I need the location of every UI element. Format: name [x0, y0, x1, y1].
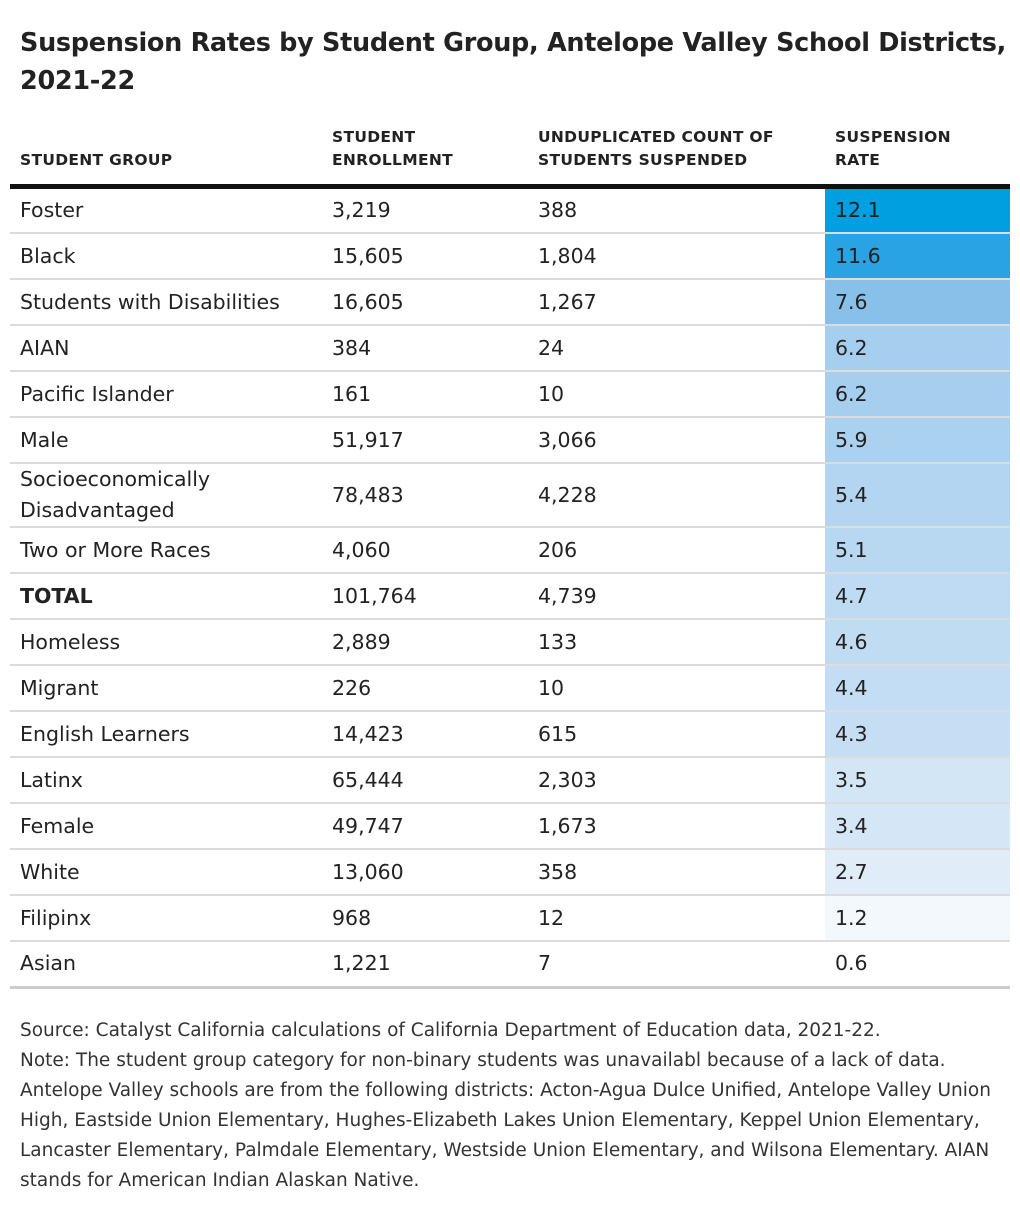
table-row: Pacific Islander 161 10 6.2: [10, 371, 1010, 418]
cell-enrollment: 1,221: [322, 941, 528, 989]
cell-suspension-rate: 4.7: [825, 573, 1010, 620]
table-row: Students with Disabilities 16,605 1,267 7.6: [10, 279, 1010, 326]
cell-suspension-rate: 0.6: [825, 941, 1010, 989]
cell-student-group: AIAN: [10, 325, 322, 372]
cell-suspended-count: 12: [528, 895, 825, 942]
table-row: Filipinx 968 12 1.2: [10, 895, 1010, 942]
cell-enrollment: 2,889: [322, 619, 528, 666]
cell-student-group: Filipinx: [10, 895, 322, 942]
cell-enrollment: 161: [322, 371, 528, 418]
cell-student-group: Migrant: [10, 665, 322, 712]
cell-suspension-rate: 6.2: [825, 371, 1010, 418]
cell-suspension-rate: 3.4: [825, 803, 1010, 850]
table-row: White 13,060 358 2.7: [10, 849, 1010, 896]
table-body: Foster 3,219 388 12.1 Black 15,605 1,804 11.6 St…: [10, 186, 1010, 989]
table-row: Migrant 226 10 4.4: [10, 665, 1010, 712]
cell-student-group: TOTAL: [10, 573, 322, 620]
cell-suspension-rate: 5.1: [825, 527, 1010, 574]
chart-title: Suspension Rates by Student Group, Antel…: [20, 28, 1007, 96]
cell-suspended-count: 10: [528, 665, 825, 712]
cell-suspended-count: 133: [528, 619, 825, 666]
cell-enrollment: 101,764: [322, 573, 528, 620]
cell-suspension-rate: 7.6: [825, 279, 1010, 326]
cell-enrollment: 49,747: [322, 803, 528, 850]
cell-enrollment: 3,219: [322, 186, 528, 234]
cell-student-group: Pacific Islander: [10, 371, 322, 418]
cell-enrollment: 16,605: [322, 279, 528, 326]
cell-student-group: Homeless: [10, 619, 322, 666]
cell-enrollment: 51,917: [322, 417, 528, 464]
cell-suspended-count: 388: [528, 186, 825, 234]
cell-student-group: Two or More Races: [10, 527, 322, 574]
cell-suspended-count: 615: [528, 711, 825, 758]
cell-suspension-rate: 11.6: [825, 233, 1010, 280]
table-row: AIAN 384 24 6.2: [10, 325, 1010, 372]
cell-suspended-count: 4,739: [528, 573, 825, 620]
footnotes: Source: Catalyst California calculations…: [20, 1016, 1000, 1196]
cell-student-group: Male: [10, 417, 322, 464]
cell-enrollment: 968: [322, 895, 528, 942]
table-row: TOTAL 101,764 4,739 4.7: [10, 573, 1010, 620]
cell-enrollment: 14,423: [322, 711, 528, 758]
cell-suspended-count: 10: [528, 371, 825, 418]
cell-student-group: English Learners: [10, 711, 322, 758]
cell-enrollment: 4,060: [322, 527, 528, 574]
cell-student-group: Students with Disabilities: [10, 279, 322, 326]
table-row: Latinx 65,444 2,303 3.5: [10, 757, 1010, 804]
cell-enrollment: 78,483: [322, 463, 528, 528]
cell-suspension-rate: 5.9: [825, 417, 1010, 464]
cell-suspension-rate: 4.6: [825, 619, 1010, 666]
cell-student-group: Latinx: [10, 757, 322, 804]
cell-suspension-rate: 1.2: [825, 895, 1010, 942]
cell-suspended-count: 206: [528, 527, 825, 574]
cell-student-group: Female: [10, 803, 322, 850]
methodology-note: Note: The student group category for non…: [20, 1050, 991, 1191]
cell-student-group: Socioeconomically Disadvantaged: [10, 463, 322, 528]
cell-student-group: Black: [10, 233, 322, 280]
header-row: STUDENT GROUP STUDENT ENROLLMENT UNDUPLI…: [10, 122, 1010, 189]
cell-enrollment: 65,444: [322, 757, 528, 804]
col-header-suspended-count: UNDUPLICATED COUNT OF STUDENTS SUSPENDED: [528, 122, 825, 189]
cell-suspension-rate: 2.7: [825, 849, 1010, 896]
cell-enrollment: 13,060: [322, 849, 528, 896]
table-row: English Learners 14,423 615 4.3: [10, 711, 1010, 758]
table-row: Asian 1,221 7 0.6: [10, 941, 1010, 989]
table-row: Black 15,605 1,804 11.6: [10, 233, 1010, 280]
table-row: Homeless 2,889 133 4.6: [10, 619, 1010, 666]
cell-enrollment: 226: [322, 665, 528, 712]
cell-suspended-count: 24: [528, 325, 825, 372]
cell-suspension-rate: 3.5: [825, 757, 1010, 804]
col-header-enrollment: STUDENT ENROLLMENT: [322, 122, 528, 189]
table-row: Male 51,917 3,066 5.9: [10, 417, 1010, 464]
table-row: Socioeconomically Disadvantaged 78,483 4,2…: [10, 463, 1010, 528]
table-row: Two or More Races 4,060 206 5.1: [10, 527, 1010, 574]
cell-suspension-rate: 4.4: [825, 665, 1010, 712]
cell-suspended-count: 358: [528, 849, 825, 896]
suspension-table: STUDENT GROUP STUDENT ENROLLMENT UNDUPLI…: [10, 122, 1010, 989]
cell-student-group: Asian: [10, 941, 322, 989]
cell-suspension-rate: 5.4: [825, 463, 1010, 528]
cell-suspended-count: 2,303: [528, 757, 825, 804]
cell-suspended-count: 1,673: [528, 803, 825, 850]
table-row: Foster 3,219 388 12.1: [10, 186, 1010, 234]
cell-enrollment: 384: [322, 325, 528, 372]
col-header-student-group: STUDENT GROUP: [10, 122, 322, 189]
source-note: Source: Catalyst California calculations…: [20, 1020, 881, 1041]
cell-suspension-rate: 12.1: [825, 186, 1010, 234]
cell-suspension-rate: 4.3: [825, 711, 1010, 758]
cell-student-group: Foster: [10, 186, 322, 234]
cell-suspended-count: 1,267: [528, 279, 825, 326]
cell-suspended-count: 1,804: [528, 233, 825, 280]
cell-enrollment: 15,605: [322, 233, 528, 280]
table-row: Female 49,747 1,673 3.4: [10, 803, 1010, 850]
cell-student-group: White: [10, 849, 322, 896]
cell-suspended-count: 3,066: [528, 417, 825, 464]
table-header: STUDENT GROUP STUDENT ENROLLMENT UNDUPLI…: [10, 122, 1010, 189]
col-header-suspension-rate: SUSPENSION RATE: [825, 122, 1010, 189]
cell-suspension-rate: 6.2: [825, 325, 1010, 372]
cell-suspended-count: 7: [528, 941, 825, 989]
cell-suspended-count: 4,228: [528, 463, 825, 528]
